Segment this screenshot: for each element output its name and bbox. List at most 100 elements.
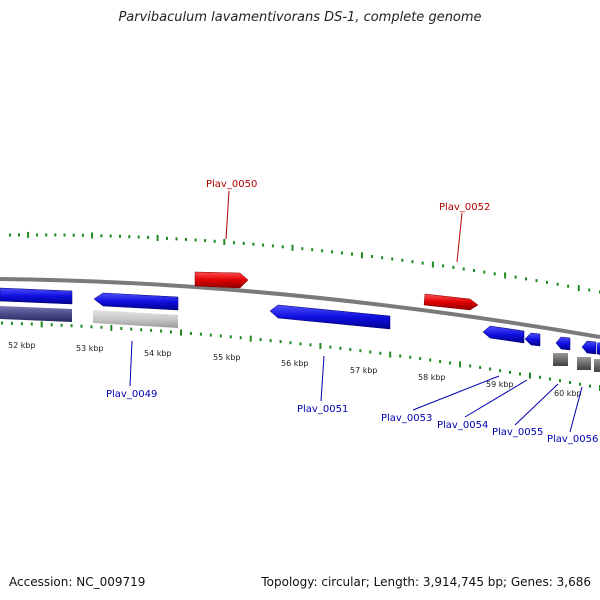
minor-tick	[271, 244, 274, 248]
gene-label-plav-0053[interactable]: Plav_0053	[381, 413, 432, 424]
gene-arrow-plav-0050[interactable]	[194, 271, 249, 289]
minor-tick	[391, 257, 394, 261]
minor-tick	[579, 382, 581, 386]
gene-arrow-plav-0052[interactable]	[423, 293, 479, 311]
gene-arrow-partial[interactable]	[597, 342, 600, 355]
minor-tick	[371, 255, 374, 258]
minor-tick	[119, 234, 121, 238]
major-tick	[319, 343, 322, 349]
page-title: Parvibaculum lavamentivorans DS-1, compl…	[118, 10, 482, 25]
major-tick	[180, 329, 182, 336]
minor-tick	[289, 341, 292, 345]
minor-tick	[72, 233, 75, 237]
minor-tick	[259, 338, 262, 342]
gene-arrow-plav-0053[interactable]	[482, 325, 525, 344]
scale-label: 59 kbp	[486, 380, 514, 389]
gene-label-plav-0052[interactable]: Plav_0052	[439, 202, 490, 213]
minor-tick	[45, 233, 48, 237]
minor-tick	[70, 324, 73, 328]
scale-label: 56 kbp	[281, 359, 309, 368]
minor-tick	[499, 369, 502, 373]
minor-tick	[442, 264, 445, 268]
minor-tick	[140, 328, 143, 332]
minor-tick	[204, 239, 207, 243]
minor-tick	[331, 250, 334, 254]
minor-tick	[130, 327, 133, 331]
minor-tick	[281, 245, 284, 249]
minor-tick	[18, 233, 20, 237]
leader-line-plav-0055	[514, 383, 559, 426]
major-tick	[291, 244, 294, 251]
minor-tick	[556, 282, 559, 286]
feature-box-3	[594, 359, 600, 372]
feature-bar-navy	[0, 306, 72, 322]
gene-label-plav-0050[interactable]: Plav_0050	[206, 179, 257, 190]
minor-tick	[233, 241, 235, 245]
major-tick	[504, 272, 507, 279]
major-tick	[361, 252, 363, 259]
leader-line-plav-0053	[412, 375, 500, 411]
minor-tick	[321, 249, 324, 253]
minor-tick	[80, 324, 83, 328]
gene-label-plav-0055[interactable]: Plav_0055	[492, 427, 543, 438]
minor-tick	[449, 361, 452, 365]
minor-tick	[147, 235, 150, 239]
minor-tick	[299, 342, 302, 346]
gene-label-plav-0051[interactable]: Plav_0051	[297, 404, 348, 415]
minor-tick	[50, 323, 53, 327]
minor-tick	[128, 235, 131, 239]
minor-tick	[409, 355, 412, 359]
minor-tick	[351, 252, 353, 256]
minor-tick	[419, 357, 422, 361]
feature-box-2	[577, 357, 591, 370]
feature-box-1	[553, 353, 568, 366]
minor-tick	[493, 272, 496, 276]
gene-label-plav-0056[interactable]: Plav_0056	[547, 434, 598, 445]
gene-arrow-plav-0055[interactable]	[555, 336, 571, 351]
minor-tick	[239, 336, 242, 340]
minor-tick	[209, 333, 212, 337]
minor-tick	[90, 325, 93, 329]
gene-label-plav-0054[interactable]: Plav_0054	[437, 420, 488, 431]
gene-arrow-plav-0054[interactable]	[524, 332, 541, 347]
minor-tick	[150, 328, 153, 332]
gene-arrow-plav-0056[interactable]	[581, 340, 597, 355]
minor-tick	[120, 327, 123, 330]
gene-arrow-plav-0049[interactable]	[93, 292, 179, 311]
minor-tick	[137, 235, 140, 239]
minor-tick	[509, 370, 511, 374]
accession-label: Accession: NC_009719	[9, 575, 146, 589]
gene-label-plav-0049[interactable]: Plav_0049	[106, 389, 157, 400]
minor-tick	[399, 354, 402, 358]
minor-tick	[185, 237, 187, 241]
leader-line-plav-0052	[456, 212, 463, 263]
scale-label: 53 kbp	[76, 344, 104, 353]
minor-tick	[479, 366, 482, 369]
minor-tick	[549, 377, 551, 381]
minor-tick	[589, 384, 591, 388]
gene-arrow-plav-0051[interactable]	[269, 304, 391, 330]
minor-tick	[269, 339, 272, 343]
minor-tick	[30, 322, 33, 326]
minor-tick	[421, 261, 424, 265]
minor-tick	[311, 248, 314, 252]
leader-line-plav-0056	[569, 386, 583, 433]
minor-tick	[381, 256, 384, 260]
minor-tick	[439, 360, 442, 363]
minor-tick	[1, 321, 3, 325]
minor-tick	[514, 275, 517, 279]
minor-tick	[36, 233, 39, 237]
scale-label: 58 kbp	[418, 373, 446, 382]
minor-tick	[301, 247, 304, 251]
minor-tick	[369, 350, 372, 354]
major-tick	[459, 361, 462, 368]
minor-tick	[469, 364, 472, 368]
scale-label: 54 kbp	[144, 349, 172, 358]
gene-arrow-plav-0048[interactable]	[0, 287, 73, 305]
scale-label: 57 kbp	[350, 366, 378, 375]
minor-tick	[194, 238, 197, 242]
scale-label: 55 kbp	[213, 353, 241, 362]
major-tick	[529, 372, 531, 379]
minor-tick	[483, 270, 486, 274]
